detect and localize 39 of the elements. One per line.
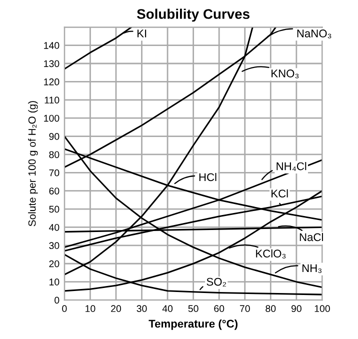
y-tick-label: 0 (54, 296, 60, 304)
y-tick-label: 70 (49, 169, 60, 176)
annotation: NH₃ (302, 264, 322, 273)
annotation: KNO₃ (272, 70, 299, 78)
y-tick-label: 10 (50, 278, 60, 286)
x-tick-label: 40 (162, 305, 173, 312)
annotation: NaCl (300, 232, 323, 242)
x-axis-title: Temperature (°C) (148, 319, 238, 330)
x-tick-label: 30 (136, 305, 147, 312)
annotation: NH₄Cl (276, 162, 306, 172)
y-tick-label: 130 (44, 60, 60, 68)
y-tick-label: 20 (49, 260, 60, 268)
x-tick-label: 80 (266, 305, 276, 312)
x-tick-label: 60 (214, 305, 224, 312)
y-tick-label: 30 (49, 242, 60, 250)
annotation: NaNO₃ (297, 30, 332, 38)
annotation: SO₂ (206, 278, 226, 287)
y-tick-label: 80 (49, 151, 60, 158)
annotation: KClO₃ (256, 249, 286, 258)
y-axis-title: Solute per 100 g of H₂O (g) (28, 101, 38, 226)
x-tick-label: 70 (240, 305, 250, 312)
chart-title: Solubility Curves (136, 8, 250, 22)
x-tick-label: 50 (188, 305, 198, 312)
y-tick-label: 90 (49, 133, 60, 140)
y-tick-label: 60 (49, 188, 60, 194)
x-tick-label: 20 (111, 305, 122, 312)
y-tick-label: 120 (44, 78, 60, 86)
annotation: HCl (199, 172, 216, 182)
x-tick-label: 10 (86, 305, 96, 312)
x-tick-label: 100 (314, 305, 330, 312)
y-tick-label: 50 (49, 206, 60, 213)
x-tick-label: 90 (291, 305, 302, 312)
y-tick-label: 40 (48, 224, 60, 231)
x-tick-label: 0 (62, 305, 67, 312)
y-tick-label: 140 (44, 42, 60, 49)
y-tick-label: 100 (44, 114, 60, 122)
annotation: KCl (272, 189, 288, 198)
y-tick-label: 110 (44, 96, 60, 104)
annotation: KI (138, 30, 146, 38)
